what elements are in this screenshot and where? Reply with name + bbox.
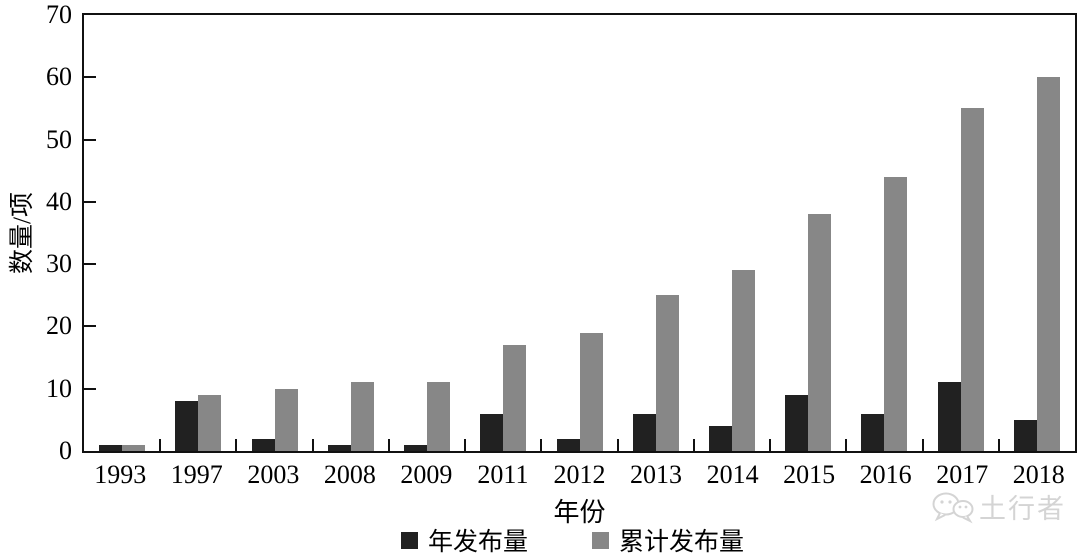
bar-group-2015: [770, 15, 846, 451]
bar-cumulative-1993: [122, 445, 146, 451]
bar-cumulative-2008: [350, 382, 374, 451]
bar-annual-2009: [404, 445, 428, 451]
y-tick-mark-40: [84, 200, 96, 203]
bar-annual-2016: [861, 414, 885, 451]
bar-cumulative-2003: [274, 389, 298, 451]
x-tick-label-2009: 2009: [400, 460, 453, 489]
legend: 年发布量 累计发布量: [0, 522, 1080, 558]
bar-cumulative-2014: [731, 270, 755, 451]
bar-annual-2015: [785, 395, 809, 451]
x-tick-label-2013: 2013: [630, 460, 683, 489]
bar-group-1997: [160, 15, 236, 451]
y-tick-label-30: 30: [46, 249, 72, 279]
bar-annual-1993: [99, 445, 123, 451]
x-tick-label-2014: 2014: [706, 460, 759, 489]
bar-annual-2011: [480, 414, 504, 451]
plot-area: [82, 13, 1077, 453]
bar-group-2009: [389, 15, 465, 451]
x-tick-mark-2012: [540, 439, 543, 451]
y-tick-mark-50: [84, 138, 96, 141]
x-tick-label-2011: 2011: [477, 460, 529, 489]
y-tick-label-40: 40: [46, 186, 72, 216]
x-tick-mark-2017: [921, 439, 924, 451]
y-tick-label-10: 10: [46, 373, 72, 403]
bar-annual-2013: [632, 414, 656, 451]
y-tick-label-0: 0: [59, 436, 72, 465]
bar-annual-1997: [175, 401, 199, 451]
y-tick-label-50: 50: [46, 124, 72, 154]
bar-cumulative-2012: [579, 333, 603, 451]
bar-cumulative-2018: [1036, 77, 1060, 451]
legend-swatch-annual: [400, 531, 418, 549]
bar-annual-2014: [708, 426, 732, 451]
legend-item-cumulative: 累计发布量: [592, 522, 744, 558]
x-tick-label-2003: 2003: [247, 460, 300, 489]
bar-group-2017: [923, 15, 999, 451]
bar-cumulative-2015: [808, 214, 832, 451]
bar-cumulative-2017: [960, 108, 984, 451]
bar-cumulative-2016: [884, 177, 908, 451]
watermark-text: 土行者: [979, 494, 1066, 524]
x-tick-label-2016: 2016: [859, 460, 912, 489]
y-tick-mark-10: [84, 387, 96, 390]
bar-group-2018: [999, 15, 1075, 451]
x-tick-label-2018: 2018: [1012, 460, 1065, 489]
bar-annual-2018: [1013, 420, 1037, 451]
x-tick-mark-2018: [997, 439, 1000, 451]
y-tick-label-20: 20: [46, 311, 72, 341]
bar-group-2011: [465, 15, 541, 451]
x-tick-mark-2003: [235, 439, 238, 451]
bar-annual-2012: [556, 439, 580, 451]
x-tick-label-1997: 1997: [170, 460, 223, 489]
legend-label-cumulative: 累计发布量: [619, 529, 745, 556]
y-tick-label-70: 70: [46, 0, 72, 29]
x-tick-label-2017: 2017: [936, 460, 989, 489]
bar-annual-2003: [251, 439, 275, 451]
bar-group-2008: [313, 15, 389, 451]
x-tick-mark-2015: [769, 439, 772, 451]
bar-cumulative-1997: [198, 395, 222, 451]
legend-swatch-cumulative: [592, 531, 609, 549]
bar-group-2003: [236, 15, 312, 451]
x-tick-mark-2011: [464, 439, 467, 451]
bar-cumulative-2013: [655, 295, 679, 451]
bars-container: [84, 15, 1075, 451]
x-axis-title: 年份: [553, 498, 606, 527]
bar-group-2016: [846, 15, 922, 451]
x-tick-mark-2014: [692, 439, 695, 451]
bar-group-2014: [694, 15, 770, 451]
legend-label-annual: 年发布量: [427, 529, 528, 556]
x-tick-label-2012: 2012: [553, 460, 606, 489]
bar-group-2012: [541, 15, 617, 451]
x-tick-label-2015: 2015: [783, 460, 836, 489]
x-tick-mark-2008: [311, 439, 314, 451]
bar-annual-2017: [937, 382, 961, 451]
legend-item-annual: 年发布量: [400, 522, 528, 558]
x-tick-label-1993: 1993: [94, 460, 147, 489]
y-tick-mark-60: [84, 76, 96, 79]
bar-group-2013: [618, 15, 694, 451]
x-tick-mark-2009: [387, 439, 390, 451]
x-tick-mark-2013: [616, 439, 619, 451]
x-tick-label-2008: 2008: [323, 460, 376, 489]
y-tick-mark-30: [84, 263, 96, 266]
bar-cumulative-2009: [427, 382, 451, 451]
x-tick-mark-1997: [159, 439, 162, 451]
bar-group-1993: [84, 15, 160, 451]
x-tick-mark-2016: [845, 439, 848, 451]
bar-annual-2008: [327, 445, 351, 451]
y-tick-mark-20: [84, 325, 96, 328]
wechat-icon: [931, 490, 975, 524]
bar-cumulative-2011: [503, 345, 527, 451]
y-tick-label-60: 60: [46, 62, 72, 92]
watermark: 土行者: [931, 487, 1066, 526]
